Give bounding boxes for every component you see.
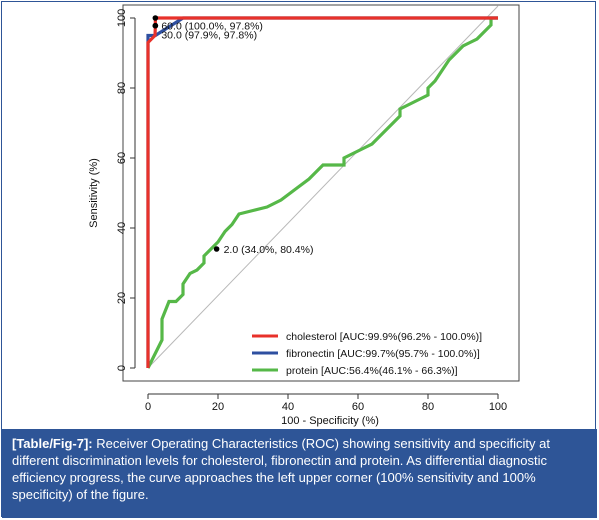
caption-text: Receiver Operating Characteristics (ROC)… — [12, 436, 550, 502]
threshold-point — [152, 22, 159, 29]
diagonal-reference-line — [147, 5, 499, 369]
x-tick-label: 80 — [422, 401, 434, 413]
y-axis-label: Sensitivity (%) — [88, 158, 100, 228]
x-axis-label: 100 - Specificity (%) — [281, 415, 379, 427]
caption-label: [Table/Fig-7]: — [12, 436, 93, 451]
y-tick-label: 60 — [116, 152, 128, 164]
series-line-protein — [146, 16, 498, 369]
x-tick-label: 40 — [282, 401, 294, 413]
legend-label: protein [AUC:56.4%(46.1% - 66.3%)] — [286, 365, 458, 377]
roc-chart-svg: 0 20 40 60 80 100 0 20 40 60 80 100 60.0 (100.0%, 9… — [88, 4, 520, 427]
legend-label: fibronectin [AUC:99.7%(95.7% - 100.0%)] — [286, 348, 480, 360]
roc-chart: 0 20 40 60 80 100 0 20 40 60 80 100 60.0 (100.0%, 9… — [2, 2, 597, 429]
plot-frame — [122, 4, 520, 382]
y-tick-label: 100 — [116, 9, 128, 27]
series-line-cholesterol — [146, 16, 498, 368]
y-tick-label: 0 — [116, 365, 128, 371]
x-tick-label: 60 — [352, 401, 364, 413]
figure-caption: [Table/Fig-7]: Receiver Operating Charac… — [2, 429, 597, 518]
y-tick-label: 20 — [116, 292, 128, 304]
threshold-point — [152, 15, 159, 21]
y-tick-label: 80 — [116, 82, 128, 94]
threshold-point — [213, 246, 220, 252]
legend: cholesterol [AUC:99.9%(96.2% - 100.0%)] f… — [252, 331, 482, 377]
legend-label: cholesterol [AUC:99.9%(96.2% - 100.0%)] — [286, 331, 482, 343]
threshold-label: 60.0 (100.0%, 97.8%) — [161, 21, 263, 33]
x-tick-label: 100 — [489, 401, 507, 413]
diagonal-reference-layer — [147, 5, 499, 369]
threshold-label: 2.0 (34.0%, 80.4%) — [224, 244, 314, 256]
x-tick-label: 20 — [212, 401, 224, 413]
x-tick-label: 0 — [145, 401, 151, 413]
threshold-label: 30.0 (97.9%, 97.8%) — [161, 30, 257, 42]
annotation-layer: 60.0 (100.0%, 97.8%)30.0 (97.9%, 97.8%) 2… — [152, 15, 314, 256]
series-line-fibronectin — [146, 16, 498, 368]
y-tick-label: 40 — [116, 222, 128, 234]
axes-layer: 0 20 40 60 80 100 0 20 40 60 80 100 — [116, 9, 507, 413]
series-layer — [146, 16, 498, 369]
